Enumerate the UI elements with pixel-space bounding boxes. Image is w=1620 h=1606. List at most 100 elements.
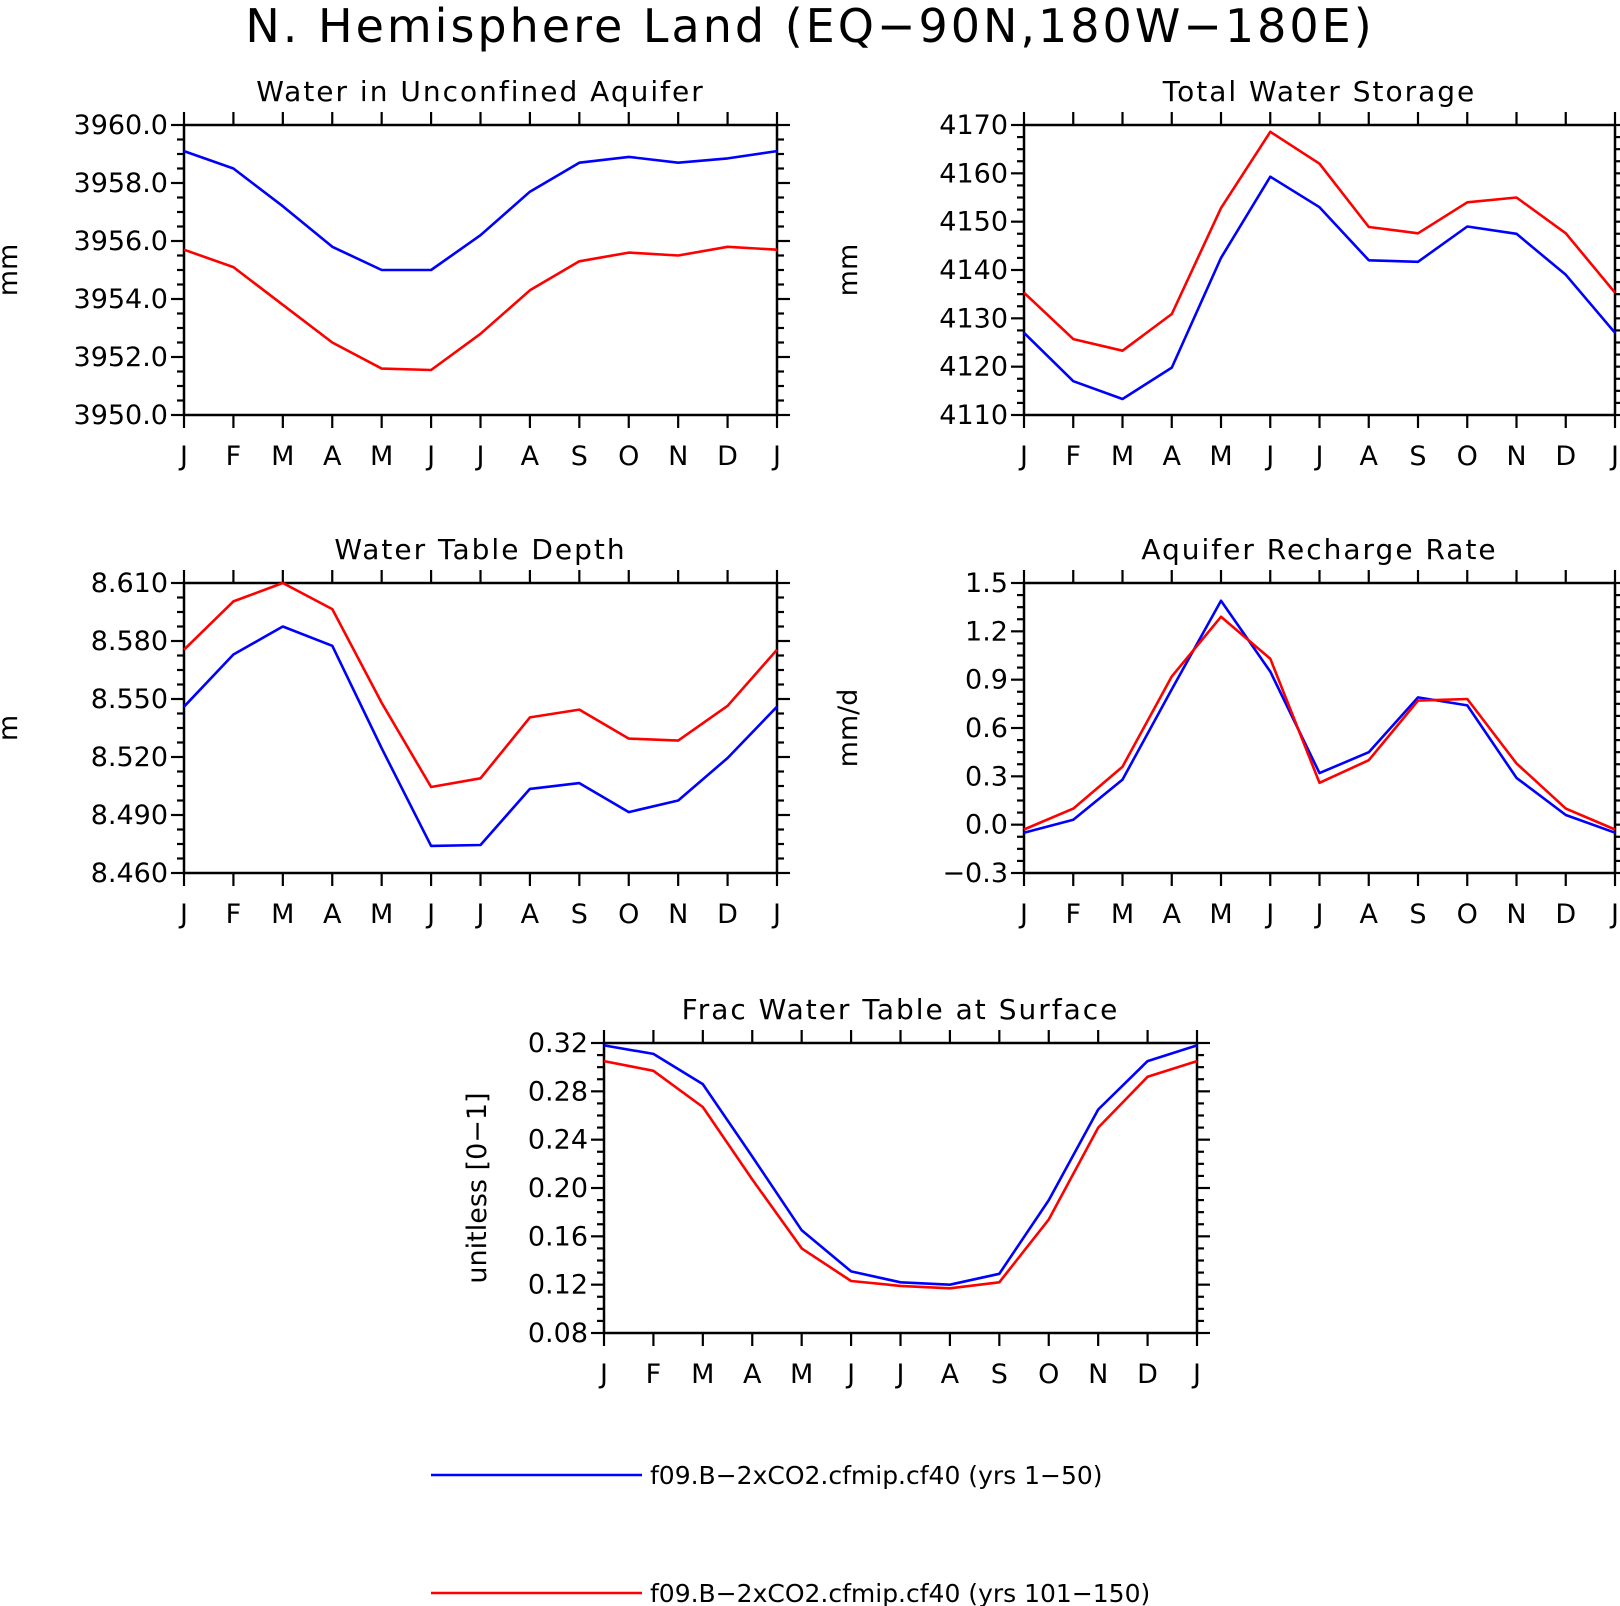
x-tick-label: M — [271, 899, 294, 930]
y-tick-label: 3950.0 — [74, 400, 168, 431]
x-tick-label: M — [370, 441, 393, 472]
x-tick-label: J — [895, 1359, 905, 1390]
x-tick-label: J — [1018, 441, 1028, 472]
y-tick-label: 3958.0 — [74, 168, 168, 199]
y-tick-label: 4130 — [939, 303, 1008, 334]
panel-title: Total Water Storage — [1162, 75, 1477, 108]
x-tick-label: J — [475, 899, 485, 930]
panel-title: Water Table Depth — [334, 533, 626, 566]
x-tick-label: N — [668, 441, 688, 472]
x-tick-label: A — [941, 1359, 960, 1390]
x-tick-label: O — [1457, 899, 1478, 930]
panel-1: Water in Unconfined Aquifer 3950.0 3952.0 3… — [0, 75, 790, 472]
series-line-1 — [603, 1044, 1198, 1286]
x-tick-label: M — [691, 1359, 714, 1390]
panel-title: Aquifer Recharge Rate — [1141, 533, 1497, 566]
series-line-2 — [1023, 615, 1616, 831]
x-tick-label: M — [271, 441, 294, 472]
y-tick-label: 3954.0 — [74, 284, 168, 315]
x-tick-label: M — [1209, 441, 1232, 472]
x-tick-label: J — [771, 899, 781, 930]
y-tick-label: 4110 — [939, 400, 1008, 431]
x-tick-label: N — [1506, 441, 1526, 472]
y-tick-label: 3956.0 — [74, 226, 168, 257]
x-tick-label: M — [790, 1359, 813, 1390]
x-tick-label: S — [571, 899, 588, 930]
y-tick-label: 4140 — [939, 255, 1008, 286]
y-tick-label: 0.9 — [965, 665, 1008, 696]
series-line-2 — [183, 245, 778, 372]
y-tick-label: 0.12 — [528, 1270, 588, 1301]
y-tick-label: 8.460 — [91, 858, 168, 889]
series-line-2 — [603, 1059, 1198, 1290]
x-tick-label: J — [1609, 899, 1619, 930]
x-tick-label: J — [1314, 441, 1324, 472]
x-tick-label: D — [1555, 441, 1576, 472]
plot-frame — [602, 1041, 1199, 1335]
x-tick-label: S — [571, 441, 588, 472]
y-tick-label: 0.0 — [965, 810, 1008, 841]
x-tick-label: O — [618, 441, 639, 472]
y-tick-label: 1.2 — [965, 616, 1008, 647]
x-tick-label: A — [1360, 441, 1379, 472]
legend-label-1: f09.B−2xCO2.cfmip.cf40 (yrs 1−50) — [650, 1461, 1103, 1490]
y-tick-label: 8.610 — [91, 568, 168, 599]
x-tick-label: J — [178, 899, 188, 930]
series-line-2 — [1023, 130, 1617, 353]
y-tick-label: 8.520 — [91, 742, 168, 773]
series-line-1 — [1023, 175, 1616, 401]
y-tick-label: 0.28 — [528, 1076, 588, 1107]
y-tick-label: 0.6 — [965, 713, 1008, 744]
x-tick-label: J — [1314, 899, 1324, 930]
x-tick-label: M — [1209, 899, 1232, 930]
series-line-1 — [1023, 599, 1616, 834]
x-tick-label: J — [1264, 441, 1274, 472]
panel-3: Water Table Depth 8.460 8.490 8.520 8.550 8.5… — [0, 533, 790, 930]
legend: f09.B−2xCO2.cfmip.cf40 (yrs 1−50) f09.B−2… — [431, 1461, 1150, 1606]
x-tick-label: A — [743, 1359, 762, 1390]
y-tick-label: 4170 — [939, 110, 1008, 141]
y-tick-label: 3952.0 — [74, 342, 168, 373]
series-line-1 — [183, 149, 778, 272]
x-tick-label: J — [598, 1359, 608, 1390]
y-tick-label: 8.580 — [91, 626, 168, 657]
x-tick-label: M — [370, 899, 393, 930]
y-tick-label: 0.16 — [528, 1221, 588, 1252]
plot-frame — [182, 581, 779, 875]
y-tick-label: 0.08 — [528, 1318, 588, 1349]
x-tick-label: N — [668, 899, 688, 930]
y-tick-label: 8.490 — [91, 800, 168, 831]
x-tick-label: J — [425, 441, 435, 472]
series-line-1 — [183, 625, 778, 848]
plot-frame — [1022, 123, 1617, 417]
x-tick-label: O — [618, 899, 639, 930]
x-tick-label: D — [1137, 1359, 1158, 1390]
x-tick-label: D — [717, 441, 738, 472]
y-axis-label: mm — [0, 244, 24, 297]
x-tick-label: F — [226, 441, 242, 472]
x-tick-label: A — [1163, 441, 1182, 472]
x-tick-label: S — [1409, 441, 1426, 472]
x-tick-label: F — [1065, 441, 1081, 472]
x-tick-label: S — [991, 1359, 1008, 1390]
x-tick-label: O — [1038, 1359, 1059, 1390]
x-tick-label: J — [771, 441, 781, 472]
y-tick-label: 4150 — [939, 207, 1008, 238]
x-tick-label: A — [323, 899, 342, 930]
y-tick-label: 1.5 — [965, 568, 1008, 599]
x-tick-label: J — [425, 899, 435, 930]
y-tick-label: 0.32 — [528, 1028, 588, 1059]
x-tick-label: O — [1457, 441, 1478, 472]
y-axis-label: mm — [833, 244, 864, 297]
x-tick-label: N — [1088, 1359, 1108, 1390]
panel-title: Water in Unconfined Aquifer — [256, 75, 704, 108]
x-tick-label: F — [1065, 899, 1081, 930]
y-tick-label: 4160 — [939, 158, 1008, 189]
panel-2: Total Water Storage 4110 4120 4130 4140 4150 4… — [833, 75, 1620, 472]
x-tick-label: J — [1191, 1359, 1201, 1390]
x-tick-label: N — [1506, 899, 1526, 930]
x-tick-label: D — [717, 899, 738, 930]
x-tick-label: A — [521, 441, 540, 472]
panel-4: Aquifer Recharge Rate −0.3 0.0 0.3 0.6 0.9 1.2… — [833, 533, 1620, 930]
y-axis-label: mm/d — [833, 689, 864, 768]
